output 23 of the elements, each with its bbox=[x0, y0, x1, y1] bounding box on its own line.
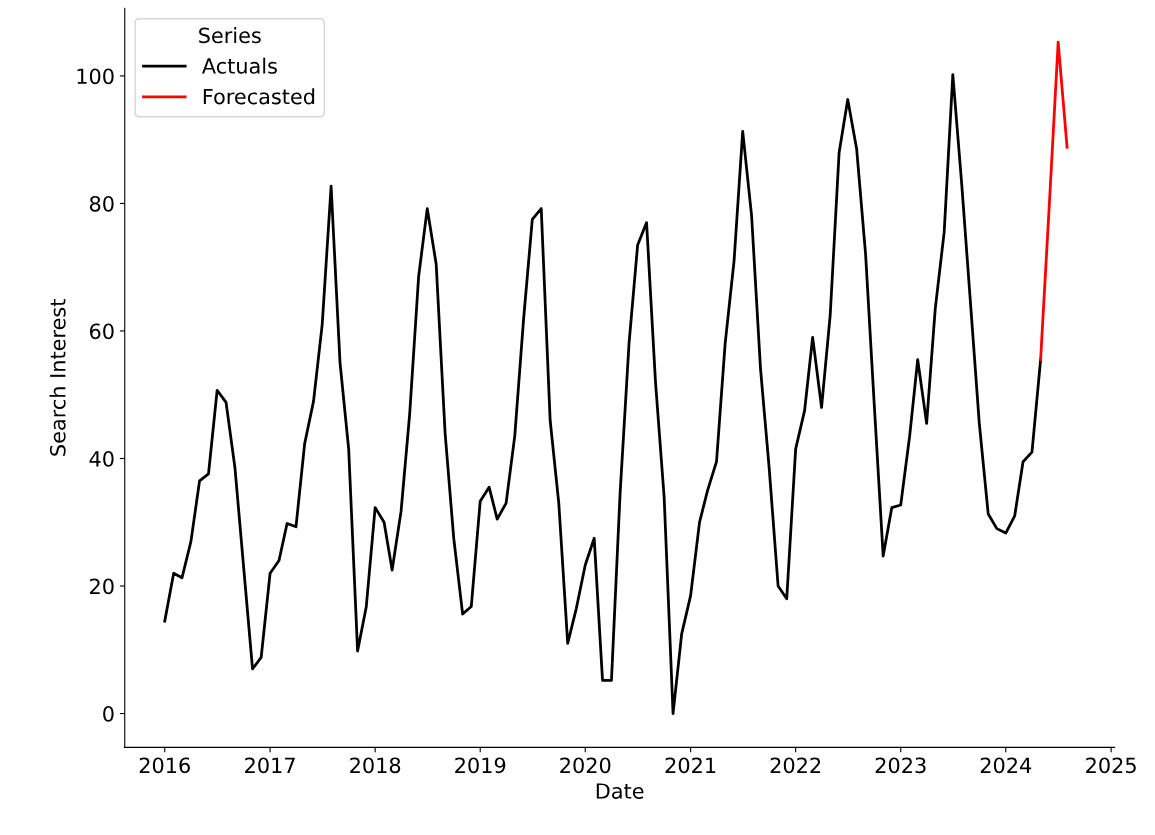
x-tick-label: 2019 bbox=[455, 757, 506, 774]
x-tick-label: 2016 bbox=[139, 757, 190, 774]
y-tick-label: 40 bbox=[89, 450, 114, 467]
x-tick-label: 2018 bbox=[350, 757, 401, 774]
x-axis-title: Date bbox=[596, 783, 644, 799]
y-tick-label: 60 bbox=[89, 323, 114, 340]
y-tick-label: 80 bbox=[89, 195, 114, 212]
y-tick-label: 20 bbox=[90, 578, 114, 595]
x-tick-label: 2021 bbox=[665, 757, 716, 774]
line-series bbox=[1039, 40, 1069, 362]
x-tick-label: 2025 bbox=[1086, 757, 1136, 774]
x-tick-label: 2022 bbox=[770, 757, 821, 774]
legend-title: Series bbox=[199, 27, 261, 44]
y-tick-label: 100 bbox=[77, 68, 114, 85]
line-series bbox=[163, 73, 1042, 715]
legend-label: Forecasted bbox=[203, 88, 315, 105]
y-tick-label: 0 bbox=[103, 705, 114, 722]
legend-label: Actuals bbox=[201, 57, 277, 74]
y-axis-title: Search Interest bbox=[49, 299, 66, 456]
x-tick-label: 2020 bbox=[560, 757, 611, 774]
x-tick-label: 2024 bbox=[980, 757, 1032, 774]
x-tick-label: 2023 bbox=[875, 757, 926, 774]
x-tick-label: 2017 bbox=[245, 757, 295, 774]
